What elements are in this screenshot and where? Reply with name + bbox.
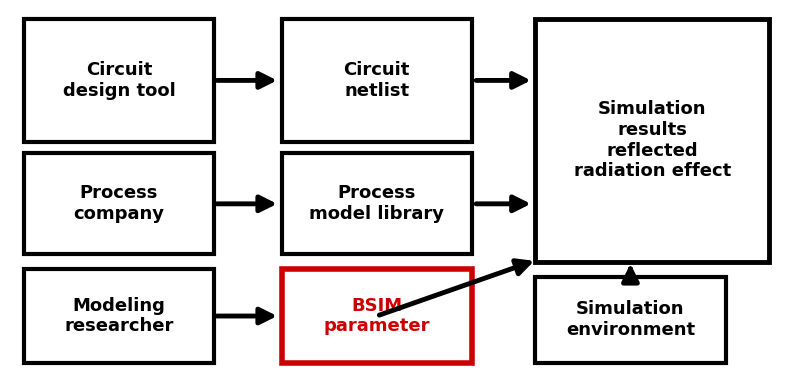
- FancyBboxPatch shape: [24, 19, 214, 142]
- FancyBboxPatch shape: [535, 277, 726, 363]
- Text: Circuit
design tool: Circuit design tool: [63, 61, 175, 100]
- Text: Process
company: Process company: [74, 184, 164, 223]
- FancyBboxPatch shape: [24, 153, 214, 254]
- FancyBboxPatch shape: [282, 269, 472, 363]
- Text: BSIM
parameter: BSIM parameter: [324, 297, 430, 335]
- Text: Modeling
researcher: Modeling researcher: [64, 297, 174, 335]
- FancyBboxPatch shape: [282, 153, 472, 254]
- Text: Simulation
environment: Simulation environment: [566, 300, 695, 339]
- Text: Simulation
results
reflected
radiation effect: Simulation results reflected radiation e…: [573, 100, 731, 180]
- FancyBboxPatch shape: [535, 19, 769, 262]
- Text: Process
model library: Process model library: [309, 184, 444, 223]
- FancyBboxPatch shape: [282, 19, 472, 142]
- Text: Circuit
netlist: Circuit netlist: [343, 61, 410, 100]
- FancyBboxPatch shape: [24, 269, 214, 363]
